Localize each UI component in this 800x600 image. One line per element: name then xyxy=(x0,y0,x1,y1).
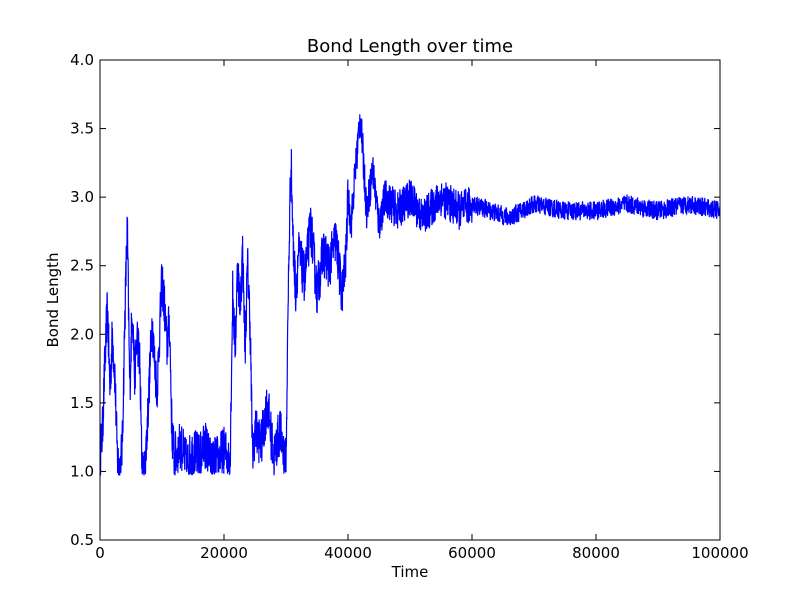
y-tick-label: 1.0 xyxy=(70,462,94,480)
y-tick-label: 3.0 xyxy=(70,188,94,206)
chart-title: Bond Length over time xyxy=(307,36,513,57)
x-tick-label: 100000 xyxy=(691,544,748,562)
y-tick-label: 3.5 xyxy=(70,120,94,138)
y-axis-ticks: 0.5 1.0 1.5 2.0 2.5 3.0 3.5 4.0 xyxy=(70,51,720,549)
y-tick-label: 1.5 xyxy=(70,394,94,412)
x-tick-label: 0 xyxy=(95,544,105,562)
y-tick-label: 4.0 xyxy=(70,51,94,69)
x-tick-label: 60000 xyxy=(448,544,496,562)
x-tick-label: 80000 xyxy=(572,544,620,562)
x-axis-label: Time xyxy=(391,563,429,581)
plot-frame xyxy=(99,59,721,541)
x-axis-ticks: 0 20000 40000 60000 80000 100000 xyxy=(95,60,749,562)
y-tick-label: 0.5 xyxy=(70,531,94,549)
y-tick-label: 2.5 xyxy=(70,257,94,275)
series-line xyxy=(100,114,720,476)
y-axis-label: Bond Length xyxy=(44,252,62,347)
x-tick-label: 40000 xyxy=(324,544,372,562)
plot-content xyxy=(100,114,720,476)
x-tick-label: 20000 xyxy=(200,544,248,562)
y-tick-label: 2.0 xyxy=(70,325,94,343)
